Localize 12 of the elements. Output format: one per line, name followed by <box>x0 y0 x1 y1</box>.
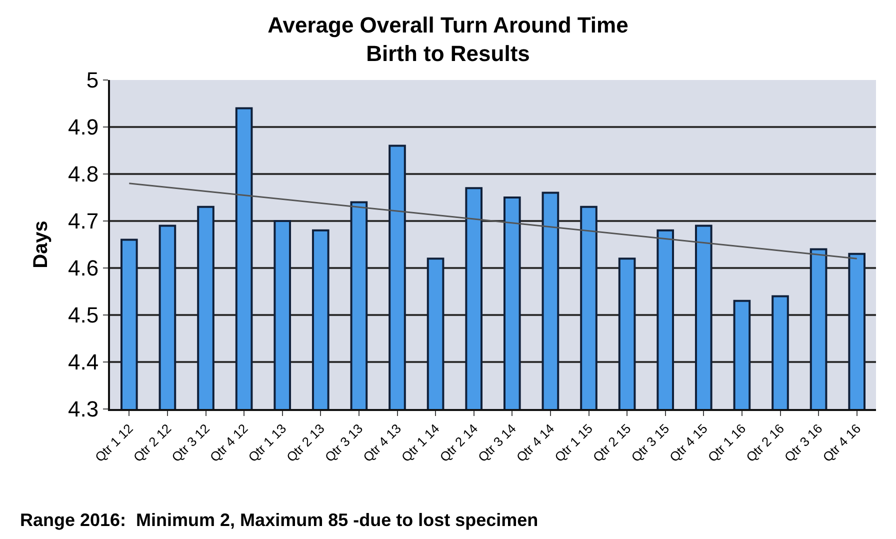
y-tick-label: 4.3 <box>68 396 99 422</box>
x-tick-label: Qtr 1 12 <box>92 420 136 465</box>
y-tick-label: 4.9 <box>68 114 99 140</box>
chart-title: Average Overall Turn Around Time Birth to Results <box>268 12 628 66</box>
y-tick-label: 4.5 <box>68 302 99 328</box>
text: Range 2016: Minimum 2, Maximum 85 -due to lost specimen <box>20 510 538 530</box>
y-tick-label: 4.6 <box>68 256 99 281</box>
y-tick-label: 4.4 <box>68 350 99 375</box>
y-tick-label: 4.8 <box>68 162 99 187</box>
y-tick-label: 4.7 <box>68 208 99 234</box>
y-axis-title: Days <box>30 220 52 268</box>
y-tick-label: 5 <box>86 68 99 93</box>
